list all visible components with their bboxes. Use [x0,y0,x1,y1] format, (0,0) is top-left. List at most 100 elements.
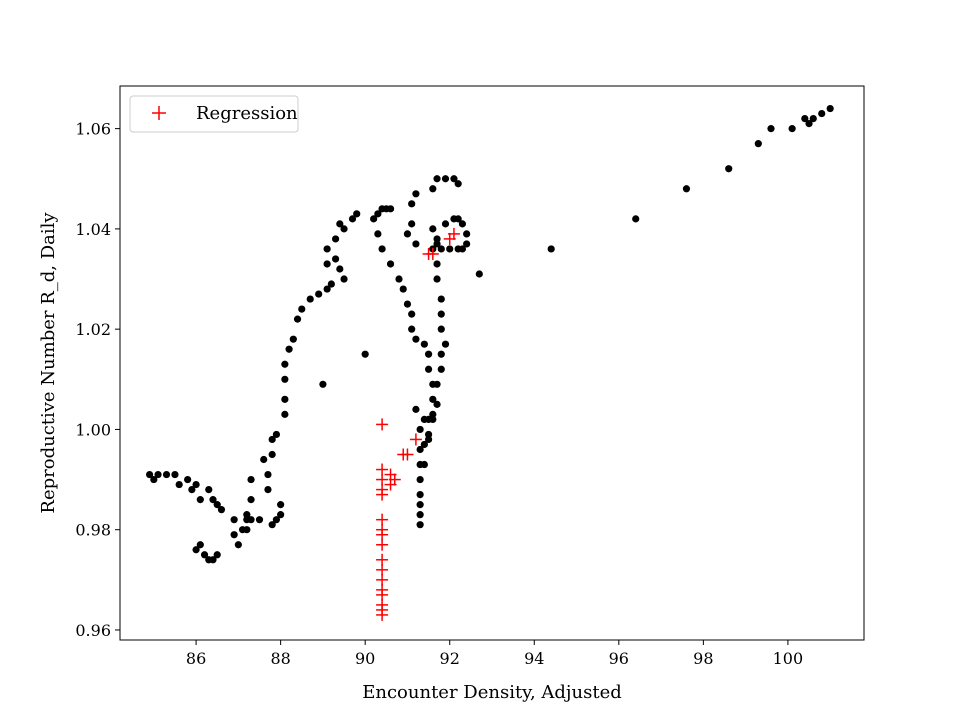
regression-series [376,227,460,621]
data-point [386,260,395,268]
data-point [441,175,450,183]
data-point [395,275,403,283]
data-point [281,410,289,418]
data-point [767,125,775,133]
data-point [424,435,433,444]
data-point [547,245,555,253]
data-point [268,450,276,459]
y-tick-label: 0.96 [75,621,111,640]
data-point [801,114,809,123]
data-point [454,180,462,188]
data-point [234,541,242,549]
data-point [331,255,340,263]
data-point [281,395,289,403]
data-point [420,460,428,469]
data-point [463,230,471,238]
legend-plus-icon [152,106,166,120]
data-point [424,350,433,358]
regression-point [376,528,389,541]
data-point [826,104,834,113]
data-point [175,480,183,489]
data-point [243,511,251,519]
data-point [196,541,204,549]
data-point [298,305,306,313]
data-point [323,260,331,268]
data-point [475,270,483,278]
x-tick-label: 94 [524,649,544,668]
data-point [200,551,209,559]
data-point [192,546,200,554]
data-point [412,240,420,248]
data-point [416,445,424,454]
regression-point [376,563,389,576]
data-point [682,185,691,193]
data-point [315,290,323,298]
x-tick-label: 92 [440,649,460,668]
data-point [429,225,437,233]
data-point [289,335,297,343]
data-point [408,220,416,228]
data-point [281,375,289,383]
data-point [408,200,416,208]
data-point [386,205,395,213]
data-point [285,345,293,353]
data-point [205,485,213,494]
data-point [441,340,450,348]
x-tick-label: 98 [693,649,713,668]
data-point [450,175,458,183]
data-point [327,280,335,288]
data-point [429,185,437,193]
data-point [209,556,217,564]
regression-point [376,538,389,551]
regression-point [376,488,389,501]
x-axis-ticks: 86 88 90 92 94 96 98 100 [186,640,803,668]
data-point [454,245,462,253]
data-point [192,480,200,489]
data-point [336,220,344,228]
data-point [281,360,289,368]
data-point [162,470,171,479]
data-point [437,295,445,303]
x-axis-label: Encounter Density, Adjusted [362,682,622,703]
data-point [243,526,251,534]
data-point [230,516,238,524]
data-point [429,410,437,418]
x-tick-label: 90 [355,649,375,668]
data-point [154,470,162,479]
data-point [429,395,437,403]
data-point [319,380,327,388]
data-point [272,430,281,439]
data-point [420,440,428,449]
data-point [463,240,471,248]
y-tick-label: 1.00 [75,420,111,439]
data-point [348,215,357,223]
y-axis-ticks: 0.96 0.98 1.00 1.02 1.04 1.06 [75,120,120,640]
regression-point [376,588,389,601]
data-point [433,260,441,268]
data-point [213,501,221,509]
data-point [818,109,826,118]
regression-point [376,573,389,586]
data-point [809,114,817,123]
data-point [374,210,382,218]
plot-area [145,104,834,621]
data-point [416,501,424,509]
data-point [277,511,285,519]
data-point [230,531,238,539]
data-point [255,516,264,524]
data-point [632,215,640,223]
data-point [420,340,428,348]
data-point [412,335,420,343]
data-point [268,521,276,529]
data-point [171,470,179,479]
regression-point [401,448,414,461]
data-point [437,310,445,318]
data-point [725,165,733,173]
data-point [374,230,382,238]
y-axis-label: Reproductive Number R_d, Daily [38,212,59,514]
x-tick-label: 100 [773,649,804,668]
data-point [454,215,462,223]
data-point [408,310,416,318]
data-point [416,521,424,529]
data-point [403,300,412,308]
